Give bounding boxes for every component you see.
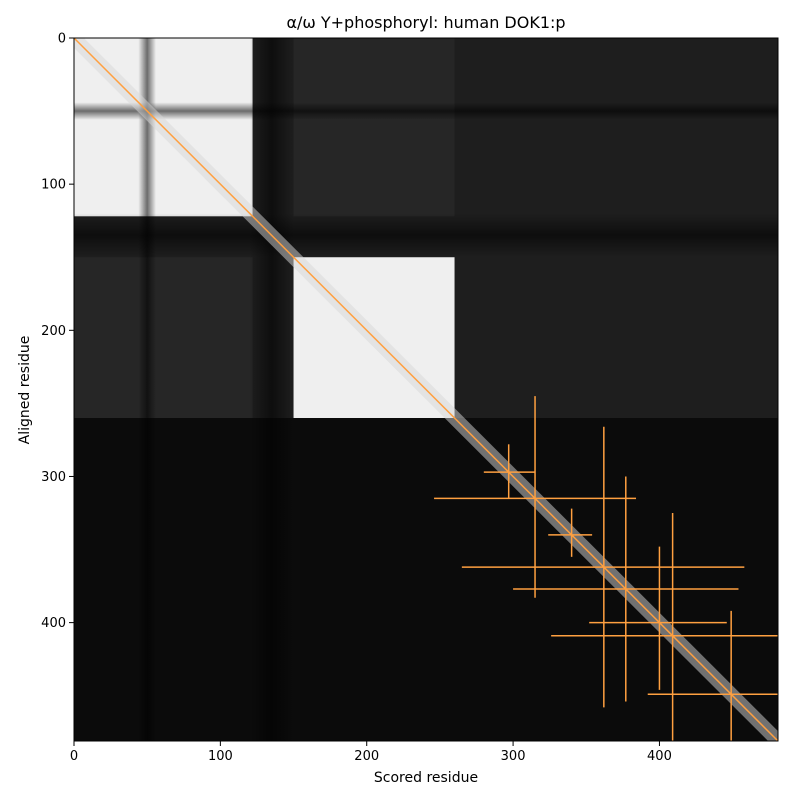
y-tick-label: 100	[41, 178, 66, 193]
phospho-site	[589, 546, 727, 690]
x-axis-ticks: 0 100 200 300 400	[70, 741, 672, 764]
y-tick-label: 200	[41, 324, 66, 339]
phospho-site	[551, 513, 778, 741]
phospho-site	[513, 476, 739, 702]
heatmap-area	[74, 38, 778, 741]
y-axis-label: Aligned residue	[17, 336, 33, 445]
phospho-site	[647, 610, 778, 741]
interdomain-block	[74, 257, 253, 418]
y-axis-ticks: 0 100 200 300 400	[41, 32, 74, 631]
x-tick-label: 0	[70, 749, 78, 764]
diagonal-band	[74, 38, 778, 741]
y-tick-label: 0	[58, 32, 66, 47]
x-tick-label: 200	[354, 749, 379, 764]
phospho-site	[548, 508, 593, 557]
diagonal-line	[74, 38, 778, 741]
y-tick-label: 400	[41, 616, 66, 631]
gap-column	[249, 38, 294, 741]
phospho-site	[461, 426, 745, 708]
gap-column	[138, 38, 156, 741]
interdomain-block	[293, 38, 455, 217]
phospho-site	[483, 444, 536, 499]
gap-row	[74, 213, 778, 258]
x-tick-label: 400	[647, 749, 672, 764]
phospho-site-marks	[434, 396, 778, 741]
y-tick-label: 300	[41, 470, 66, 485]
x-tick-label: 300	[501, 749, 526, 764]
gap-row	[74, 102, 778, 120]
x-tick-label: 100	[208, 749, 233, 764]
x-axis-label: Scored residue	[374, 770, 478, 786]
phospho-site	[434, 396, 637, 598]
plot-frame	[73, 37, 779, 742]
chart-title: α/ω Y+phosphoryl: human DOK1:p	[286, 13, 565, 32]
